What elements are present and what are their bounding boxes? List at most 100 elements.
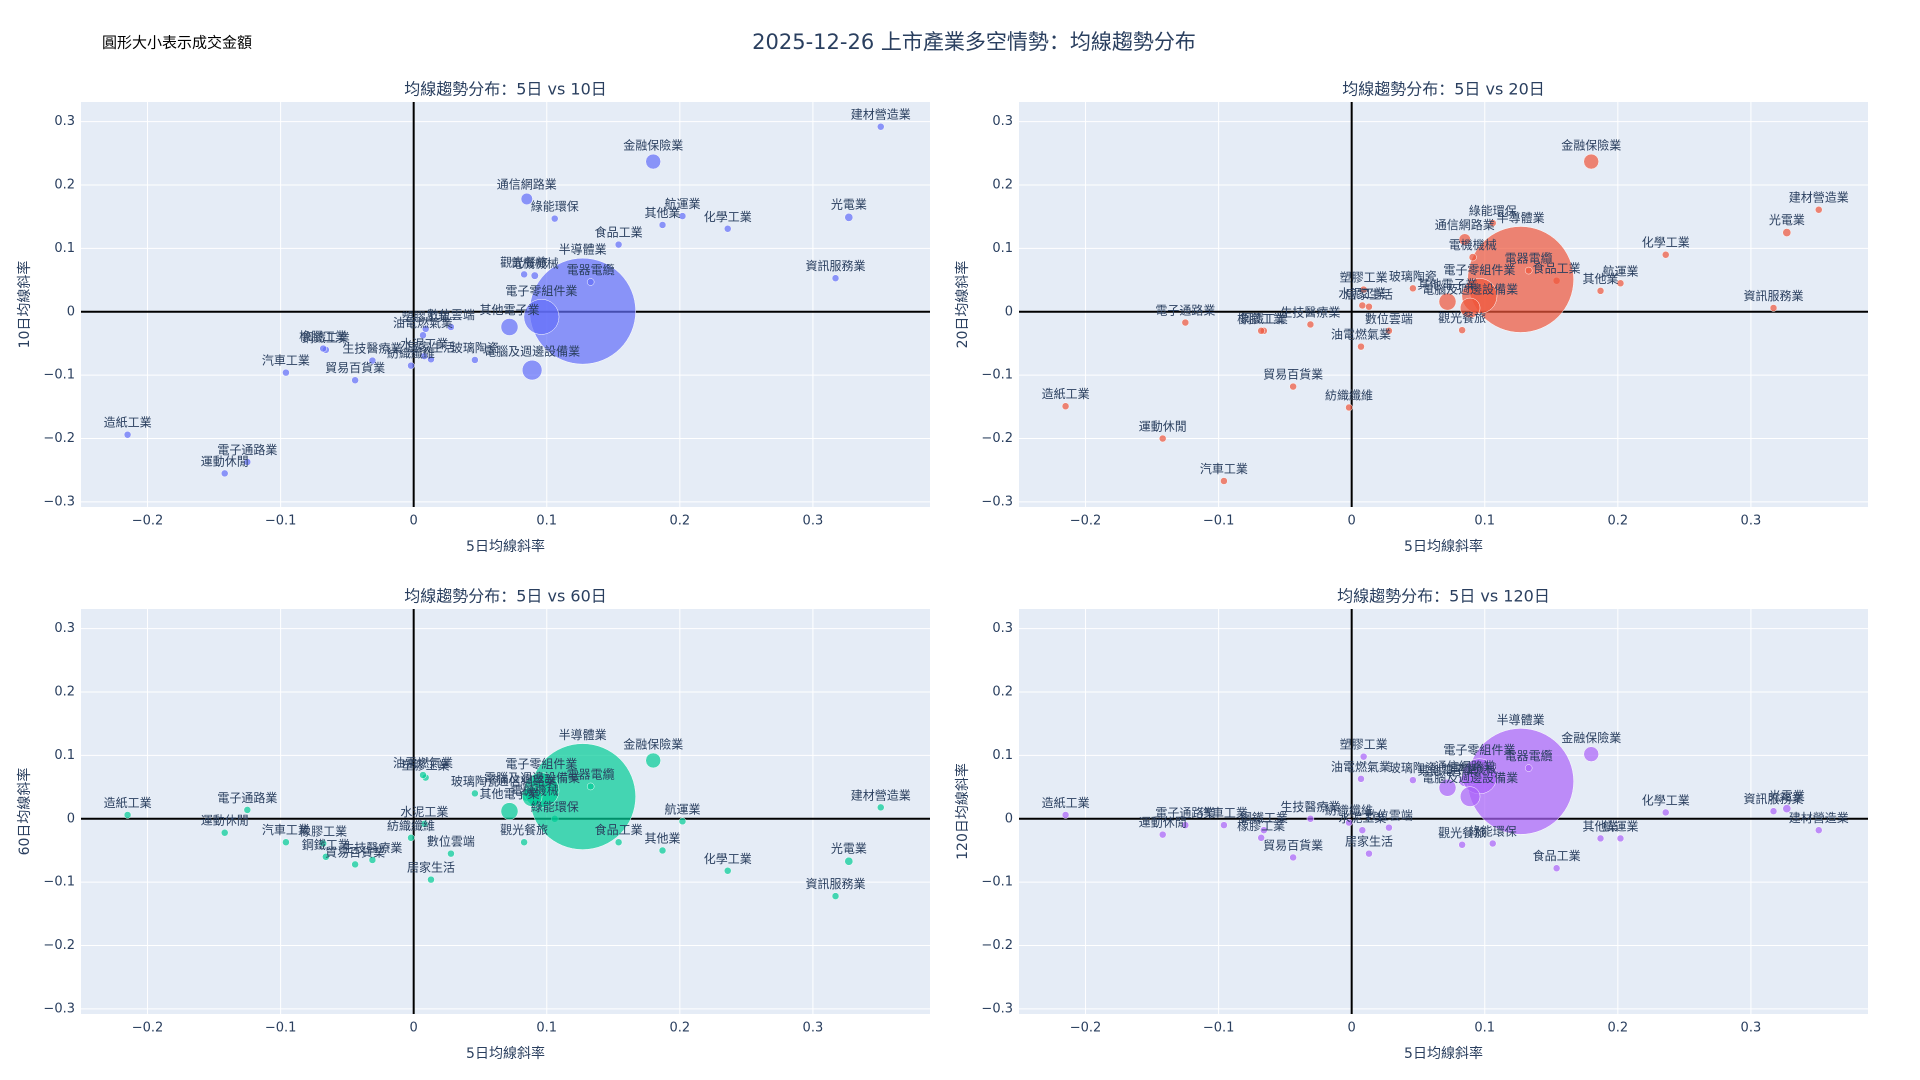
point-label: 貿易百貨業 (325, 360, 385, 375)
point-label: 橡膠工業 (299, 825, 347, 839)
x-tick-label: 0.2 (1607, 514, 1628, 529)
y-tick-label: −0.2 (43, 431, 75, 446)
point-label: 光電業 (831, 842, 867, 856)
bubble (1220, 477, 1228, 485)
bubble (1181, 318, 1190, 327)
point-label: 半導體業 (1497, 211, 1545, 225)
bubble (420, 820, 429, 828)
point-label: 數位雲端 (427, 834, 475, 849)
x-tick-label: 0.1 (536, 514, 557, 529)
bubble (1385, 327, 1393, 335)
point-label: 電腦及週邊設備業 (484, 344, 580, 359)
bubble (1459, 297, 1481, 319)
point-label: 電器電纜 (1505, 749, 1553, 763)
bubble (1488, 219, 1497, 227)
bubble (447, 849, 455, 858)
bubble (1815, 826, 1823, 834)
x-axis-label: 5日均線斜率 (466, 1045, 545, 1062)
bubble (1358, 826, 1367, 834)
point-label: 水泥工業 (400, 805, 448, 819)
bubble (658, 221, 667, 229)
point-label: 光電業 (1769, 789, 1805, 803)
x-tick-label: −0.2 (132, 1021, 164, 1036)
point-label: 通信網路業 (497, 177, 557, 192)
bubble (1769, 807, 1778, 815)
bubble (678, 212, 687, 220)
x-tick-label: −0.2 (1070, 514, 1102, 529)
bubble (1458, 841, 1466, 849)
point-label: 金融保險業 (623, 138, 683, 153)
point-label: 光電業 (831, 198, 867, 212)
bubble (1661, 250, 1670, 259)
y-tick-label: 0.2 (992, 685, 1013, 700)
subplot-title: 均線趨勢分布：5日 vs 60日 (404, 587, 607, 606)
point-label: 其他業 (1583, 819, 1619, 833)
point-label: 電子零組件業 (505, 284, 577, 298)
x-tick-label: 0.2 (669, 1021, 690, 1036)
point-label: 居家生活 (407, 860, 455, 875)
y-tick-label: −0.1 (981, 368, 1013, 383)
point-label: 其他電子業 (1417, 764, 1477, 778)
subplot-title: 均線趨勢分布：5日 vs 20日 (1342, 80, 1545, 99)
bubble (421, 325, 430, 333)
y-tick-label: 0 (1005, 811, 1013, 826)
bubble (500, 318, 519, 336)
point-label: 電機機械 (511, 783, 559, 798)
point-label: 生技醫療業 (342, 342, 402, 356)
bubble (407, 834, 415, 842)
bubble (1458, 326, 1466, 334)
point-label: 其他業 (645, 831, 681, 845)
point-label: 水泥工業 (1338, 811, 1386, 825)
bubble (1661, 808, 1670, 817)
y-tick-label: −0.2 (981, 431, 1013, 446)
point-label: 電腦及週邊設備業 (484, 770, 580, 785)
point-label: 橡膠工業 (1237, 819, 1285, 833)
point-label: 電器電纜 (1505, 252, 1553, 266)
bubble (282, 368, 290, 377)
bubble (520, 192, 533, 206)
bubble (471, 789, 479, 798)
subplot: −0.2 −0.1 0 0.1 0.2 0.3 −0.3 −0.2 −0.1 0 0.1 0.2 0.3… (954, 587, 1868, 1062)
y-tick-label: −0.1 (43, 875, 75, 890)
y-tick-label: −0.1 (981, 875, 1013, 890)
bubble (322, 853, 330, 861)
bubble (877, 122, 885, 131)
x-tick-label: 0.3 (1741, 1021, 1762, 1036)
bubble (877, 803, 885, 812)
bubble (658, 846, 667, 855)
point-label: 鋼鐵工業 (1240, 810, 1288, 825)
point-label: 航運業 (664, 801, 700, 816)
y-tick-label: 0 (67, 304, 75, 319)
point-label: 數位雲端 (1365, 808, 1413, 823)
point-label: 半導體業 (1497, 713, 1545, 727)
bubble (586, 782, 595, 791)
bubble (831, 274, 840, 282)
point-label: 資訊服務業 (1744, 791, 1804, 806)
point-label: 電子通路業 (217, 790, 277, 805)
bubble (1345, 818, 1353, 827)
y-tick-label: −0.1 (43, 368, 75, 383)
point-label: 通信網路業 (1435, 758, 1495, 773)
bubble (1158, 830, 1167, 839)
bubble (1438, 292, 1457, 311)
subplot: −0.2 −0.1 0 0.1 0.2 0.3 −0.3 −0.2 −0.1 0 0.1 0.2 0.3… (16, 80, 930, 555)
point-label: 綠能環保 (1469, 204, 1517, 218)
point-label: 生技醫療業 (1280, 305, 1340, 319)
x-axis-label: 5日均線斜率 (1404, 538, 1483, 555)
bubble (243, 458, 252, 466)
point-label: 觀光餐旅 (1438, 825, 1486, 840)
point-label: 電機機械 (1449, 237, 1497, 252)
bubble (427, 875, 435, 884)
bubble (1524, 266, 1533, 275)
point-label: 汽車工業 (262, 822, 310, 837)
bubble (1583, 153, 1599, 170)
bubble (1782, 228, 1792, 237)
point-label: 電子零組件業 (505, 757, 577, 771)
y-axis-label: 20日均線斜率 (954, 261, 971, 349)
x-tick-label: 0.3 (803, 514, 824, 529)
x-tick-label: −0.1 (1203, 1021, 1235, 1036)
bubble (1409, 284, 1417, 293)
point-label: 綠能環保 (1469, 825, 1517, 839)
point-label: 金融保險業 (1561, 730, 1621, 745)
point-label: 食品工業 (1533, 848, 1581, 863)
